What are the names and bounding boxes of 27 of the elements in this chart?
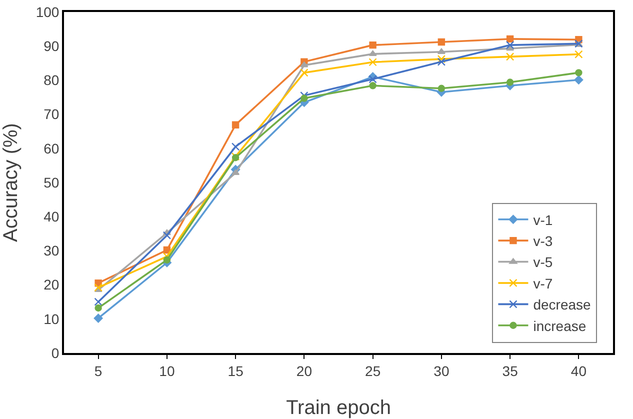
legend-label: v-7: [533, 275, 553, 292]
y-tick-label: 0: [51, 344, 60, 361]
y-tick-label: 20: [44, 276, 60, 293]
y-tick-label: 70: [44, 106, 60, 122]
y-tick-label: 40: [44, 208, 60, 224]
x-tick-label: 15: [228, 362, 244, 379]
x-tick-label: 20: [296, 362, 312, 379]
y-axis-title: Accuracy (%): [0, 123, 22, 242]
legend-label: v-1: [533, 212, 553, 228]
legend-label: increase: [533, 318, 586, 334]
y-tick-label: 10: [44, 310, 60, 327]
y-tick-label: 50: [44, 174, 60, 190]
x-axis-title: Train epoch: [286, 397, 391, 419]
x-tick-label: 40: [570, 362, 587, 379]
legend-label: decrease: [533, 296, 592, 313]
y-tick-label: 30: [44, 242, 60, 259]
x-tick-label: 10: [159, 362, 175, 379]
x-tick-label: 35: [502, 362, 518, 379]
y-tick-label: 100: [36, 4, 60, 20]
y-tick-label: 60: [44, 140, 60, 156]
legend-label: v-5: [533, 254, 553, 270]
y-tick-label: 80: [44, 72, 60, 88]
x-tick-label: 25: [365, 362, 381, 379]
x-tick-label: 5: [94, 362, 102, 379]
y-tick-label: 90: [44, 38, 60, 54]
x-tick-label: 30: [434, 362, 450, 379]
legend-label: v-3: [533, 233, 553, 250]
